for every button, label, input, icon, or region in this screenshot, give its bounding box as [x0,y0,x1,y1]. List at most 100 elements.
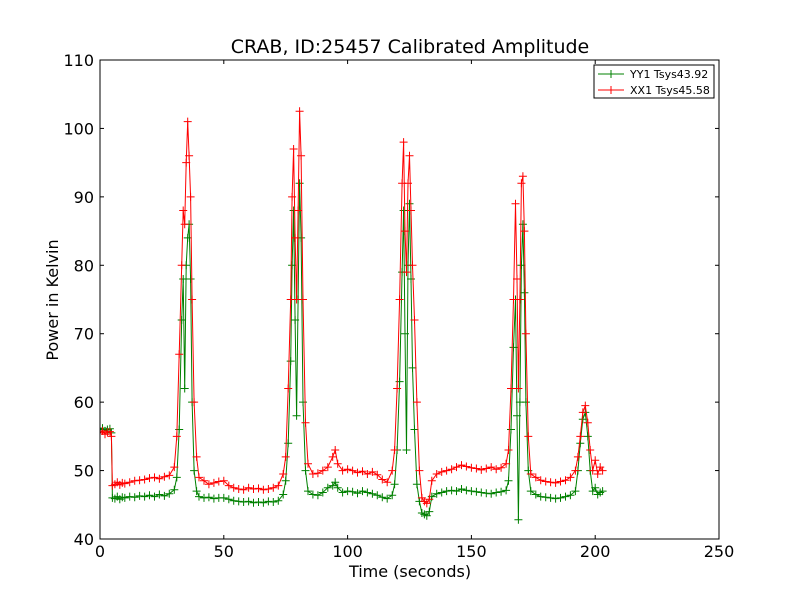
data-point [432,489,441,498]
legend-box [593,64,715,99]
data-point [442,466,451,475]
data-point [214,477,223,486]
data-point [269,498,278,506]
data-point [323,483,332,492]
data-point [472,487,481,496]
data-point [566,491,575,500]
data-point [517,261,526,270]
data-point [177,316,186,324]
data-point [497,463,506,472]
data-point [348,487,357,496]
data-point [155,490,164,499]
plot-area [100,107,607,524]
data-point [130,493,139,502]
data-point [177,261,186,270]
data-point [422,499,431,508]
data-point [531,473,540,482]
data-point [410,425,419,434]
data-point [457,485,466,493]
data-point [120,479,129,488]
x-tick-label: 100 [332,542,363,561]
data-point [200,476,208,485]
data-point [415,466,424,475]
data-point [308,470,317,478]
data-point [331,446,340,454]
plot-series-group [100,107,607,524]
data-point [452,463,461,472]
data-point [219,476,228,485]
data-point [190,466,199,475]
data-point [383,494,392,503]
y-tick-label: 50 [74,462,94,481]
data-point [422,511,431,520]
data-point [254,498,263,506]
data-point [338,466,347,475]
data-point [442,487,451,496]
data-point [186,192,195,201]
data-point [239,485,248,494]
data-point [192,452,201,461]
data-point [402,446,411,454]
y-tick-label: 80 [74,256,94,275]
data-point [581,401,590,410]
data-point [175,350,184,359]
data-point [160,491,169,500]
data-point [586,446,595,454]
data-point [546,493,555,502]
data-point [583,432,592,441]
data-point [447,465,456,474]
data-point [551,494,560,503]
data-point [291,316,300,324]
data-point [120,493,129,502]
data-point [348,466,357,475]
data-point [472,464,481,473]
data-point [107,432,116,441]
data-point [274,481,283,490]
legend-swatch-marker [607,70,615,78]
data-point [388,466,397,475]
data-point [299,295,307,304]
data-point [492,465,501,474]
data-point [135,491,144,500]
y-tick-label: 110 [63,51,94,70]
data-point [556,477,565,486]
data-point [408,363,417,372]
data-point [378,493,387,502]
legend-swatch-marker [607,86,615,94]
data-point [502,486,511,495]
y-axis-label: Power in Kelvin [43,239,62,360]
data-point [318,488,327,497]
data-point [295,179,304,188]
data-point [482,464,491,473]
data-point [546,478,555,487]
data-point [281,476,290,485]
data-point [219,493,228,502]
data-point [515,295,524,304]
data-point [524,432,533,441]
data-point [333,483,342,492]
data-point [209,494,218,503]
data-point [182,158,191,167]
data-point [224,495,233,504]
data-point [269,483,278,492]
data-point [551,478,560,487]
data-point [183,117,192,126]
data-point [165,471,174,480]
data-point [437,488,446,497]
data-point [526,487,535,496]
data-point [140,475,149,484]
data-point [304,459,312,468]
data-point [504,446,513,454]
data-point [526,470,535,478]
data-point [502,459,511,468]
data-point [536,476,545,485]
data-point [383,478,392,487]
data-point [509,343,518,352]
data-point [566,473,575,482]
data-point [358,487,367,496]
data-point [497,487,506,496]
data-point [289,145,298,153]
data-point [331,478,340,487]
data-point [541,493,550,502]
data-point [292,411,301,420]
